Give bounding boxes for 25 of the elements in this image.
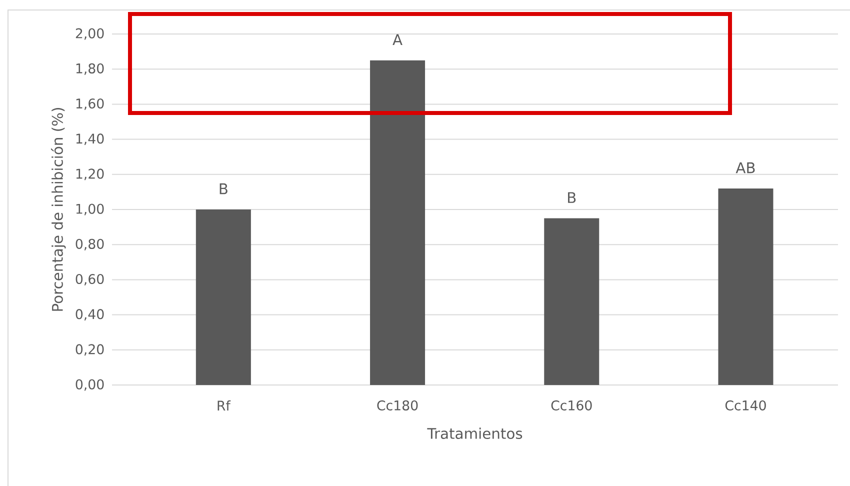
- annotation: B: [568, 192, 576, 203]
- bar: [370, 60, 426, 385]
- y-tick-label: 1,60: [76, 98, 104, 110]
- y-tick-label: 1,00: [76, 204, 104, 216]
- y-tick-label: 0,60: [76, 274, 104, 286]
- annotation: B: [220, 183, 228, 194]
- y-axis-title: Porcentaje de inhibición (%): [51, 108, 66, 311]
- bar: [196, 210, 251, 385]
- y-tick-label: 0,40: [76, 309, 104, 321]
- y-tick-label: 1,40: [76, 134, 104, 146]
- annotation: A: [392, 34, 402, 45]
- y-tick-label: 2,00: [76, 28, 104, 40]
- x-tick-label: Rf: [218, 400, 231, 411]
- x-axis-title: Tratamientos: [427, 428, 522, 440]
- y-tick-label: 0,00: [76, 379, 104, 391]
- x-tick-label: Cc140: [725, 400, 766, 410]
- y-tick-label: 1,20: [76, 168, 104, 180]
- y-tick-label: 0,80: [76, 238, 104, 250]
- bar: [718, 188, 774, 385]
- annotation: AB: [736, 162, 755, 174]
- bar: [544, 218, 600, 385]
- y-tick-label: 1,80: [76, 63, 104, 75]
- x-tick-label: Cc180: [377, 400, 418, 410]
- y-tick-label: 0,20: [76, 344, 104, 356]
- x-tick-label: Cc160: [551, 400, 592, 410]
